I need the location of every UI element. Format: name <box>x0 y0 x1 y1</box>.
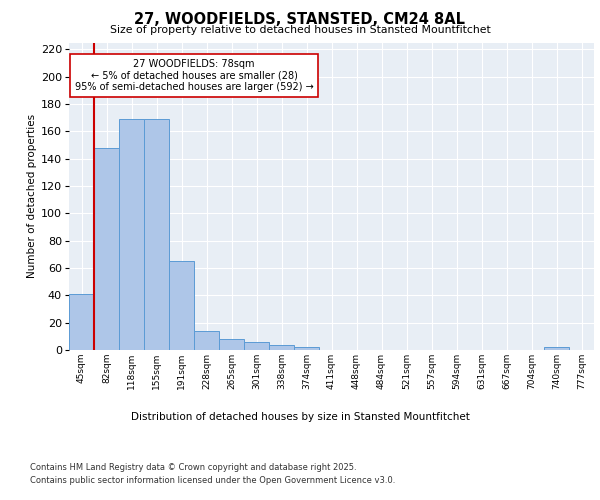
Text: 27, WOODFIELDS, STANSTED, CM24 8AL: 27, WOODFIELDS, STANSTED, CM24 8AL <box>134 12 466 28</box>
Text: Contains public sector information licensed under the Open Government Licence v3: Contains public sector information licen… <box>30 476 395 485</box>
Bar <box>69 294 94 350</box>
Y-axis label: Number of detached properties: Number of detached properties <box>26 114 37 278</box>
Bar <box>169 261 194 350</box>
Bar <box>544 348 569 350</box>
Bar <box>244 342 269 350</box>
Text: 27 WOODFIELDS: 78sqm
← 5% of detached houses are smaller (28)
95% of semi-detach: 27 WOODFIELDS: 78sqm ← 5% of detached ho… <box>74 59 313 92</box>
Text: Distribution of detached houses by size in Stansted Mountfitchet: Distribution of detached houses by size … <box>131 412 469 422</box>
Bar <box>194 331 219 350</box>
Bar <box>144 119 169 350</box>
Bar <box>119 119 144 350</box>
Bar <box>269 344 294 350</box>
Text: Size of property relative to detached houses in Stansted Mountfitchet: Size of property relative to detached ho… <box>110 25 490 35</box>
Bar <box>294 348 319 350</box>
Bar <box>94 148 119 350</box>
Text: Contains HM Land Registry data © Crown copyright and database right 2025.: Contains HM Land Registry data © Crown c… <box>30 462 356 471</box>
Bar <box>219 339 244 350</box>
